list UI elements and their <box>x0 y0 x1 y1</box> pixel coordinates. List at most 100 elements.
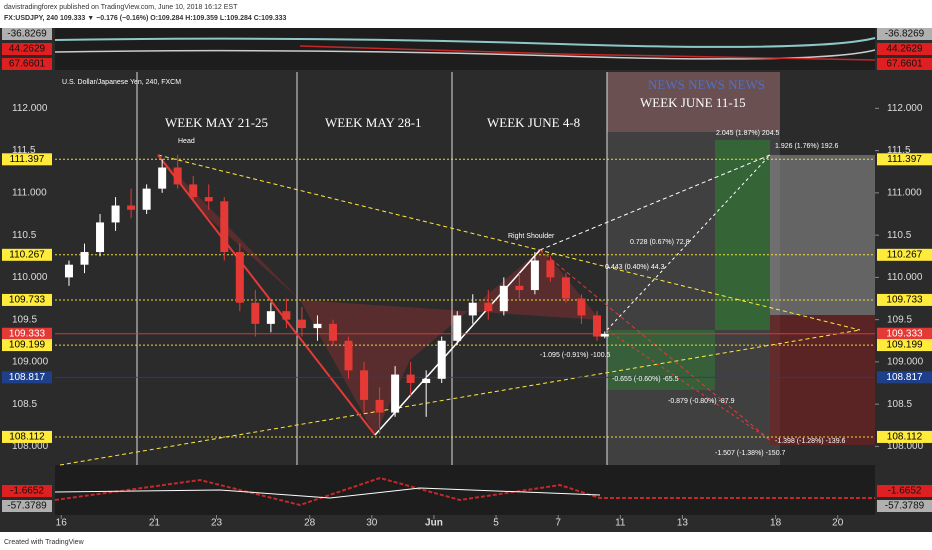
measure-label: -1.507 (-1.38%) -150.7 <box>715 450 786 457</box>
measure-label: -0.879 (-0.80%) -87.9 <box>668 398 735 405</box>
price-label-bg <box>2 430 52 443</box>
price-label: 108.112 <box>9 432 45 443</box>
price-label: 108.817 <box>886 372 923 383</box>
price-label: 110.267 <box>9 249 45 260</box>
candle-body <box>142 188 151 210</box>
price-label: 110.267 <box>887 249 923 260</box>
header-bg <box>0 0 932 28</box>
price-label-bg <box>2 339 52 352</box>
week-label: WEEK JUNE 4-8 <box>487 115 580 130</box>
x-tick-label: 23 <box>211 518 223 529</box>
shoulder-label: Right Shoulder <box>508 233 555 240</box>
candle-body <box>328 323 337 341</box>
osc-line <box>54 49 876 60</box>
panel-label-bg <box>877 28 932 40</box>
y-tick-label: 108.000 <box>12 441 49 452</box>
osc-line <box>54 487 601 499</box>
y-tick-label: 111.5 <box>12 145 36 156</box>
measure-label: 2.045 (1.87%) 204.5 <box>716 130 780 137</box>
candle-body <box>251 302 260 324</box>
week-label: WEEK MAY 28-1 <box>325 115 422 130</box>
price-label: 111.397 <box>887 154 922 165</box>
candle-body <box>561 277 570 299</box>
price-label: 111.397 <box>10 154 45 165</box>
panel-label-bg <box>877 43 932 55</box>
candle-body <box>406 374 415 384</box>
measure-label: 0.443 (0.40%) 44.3 <box>605 264 665 271</box>
x-tick-label: 20 <box>832 518 844 529</box>
candle-body <box>437 340 446 379</box>
candle-body <box>344 340 353 371</box>
panel-label-bg <box>2 500 52 512</box>
x-tick-label: 7 <box>555 518 561 529</box>
price-label: 109.733 <box>886 295 923 306</box>
price-label-bg <box>877 339 932 352</box>
price-label: 109.199 <box>9 340 46 351</box>
candle-body <box>530 260 539 291</box>
measure-label: 0.728 (0.67%) 72.8 <box>630 239 690 246</box>
osc-line <box>54 37 876 48</box>
y-tick-label: 108.5 <box>12 399 37 410</box>
price-label-bg <box>877 371 932 384</box>
x-tick-label: 21 <box>149 518 161 529</box>
candle-body <box>282 311 291 320</box>
panel-label: -36.8269 <box>7 29 47 40</box>
week-label: WEEK MAY 21-25 <box>165 115 268 130</box>
stop-zone <box>770 315 875 445</box>
panel-label-bg <box>877 58 932 70</box>
footer-bg <box>0 532 932 550</box>
measure-label: 1.926 (1.76%) 192.6 <box>775 143 839 150</box>
candle-body <box>577 298 586 316</box>
x-tick-label: 18 <box>770 518 782 529</box>
price-label-bg <box>2 153 52 166</box>
candle-body <box>266 311 275 324</box>
panel-label-bg <box>2 43 52 55</box>
head-label: Head <box>178 138 195 145</box>
projection-line <box>606 154 771 331</box>
candle-body <box>453 315 462 341</box>
panel-label: -1.6652 <box>10 486 44 497</box>
candle-body <box>422 378 431 384</box>
price-label-bg <box>877 293 932 306</box>
y-tick-label: 112.000 <box>887 103 923 114</box>
y-tick-label: 109.000 <box>887 357 924 368</box>
x-tick-label: 16 <box>56 518 68 529</box>
pattern-area <box>158 155 600 435</box>
measure-label: -1.095 (-0.91%) -100.5 <box>540 352 611 359</box>
trend-line <box>157 154 861 331</box>
y-tick-label: 110.000 <box>887 272 923 283</box>
candle-body <box>600 334 609 337</box>
candle-body <box>158 167 167 189</box>
candle-body <box>64 264 73 278</box>
candle-body <box>127 205 136 210</box>
candle-body <box>204 197 213 202</box>
candle-body <box>499 285 508 312</box>
candle-body <box>360 370 369 400</box>
footer: Created with TradingView <box>4 539 85 546</box>
candle-body <box>468 302 477 316</box>
y-tick-label: 111.000 <box>887 187 922 198</box>
x-tick-label: Jun <box>425 518 443 529</box>
marks <box>55 107 879 447</box>
osc-line <box>54 476 875 507</box>
candle-body <box>111 205 120 223</box>
panel-label: 44.2629 <box>886 44 923 55</box>
y-tick-label: 111.000 <box>12 187 47 198</box>
y-tick-label: 108.5 <box>887 399 912 410</box>
y-tick-label: 110.000 <box>12 272 48 283</box>
candle-body <box>173 167 182 185</box>
y-tick-label: 109.5 <box>12 314 37 325</box>
pattern-line <box>157 154 376 436</box>
candle-body <box>189 184 198 198</box>
panel-label: -1.6652 <box>888 486 922 497</box>
candle-body <box>375 399 384 413</box>
panel-label: 67.6601 <box>9 59 46 70</box>
target-zone <box>770 155 875 315</box>
symbol-label: U.S. Dollar/Japanese Yen, 240, FXCM <box>62 79 181 86</box>
y-tick-label: 109.5 <box>887 314 912 325</box>
panel-label-bg <box>2 28 52 40</box>
projection-line <box>606 329 771 441</box>
y-tick-label: 112.000 <box>12 103 48 114</box>
